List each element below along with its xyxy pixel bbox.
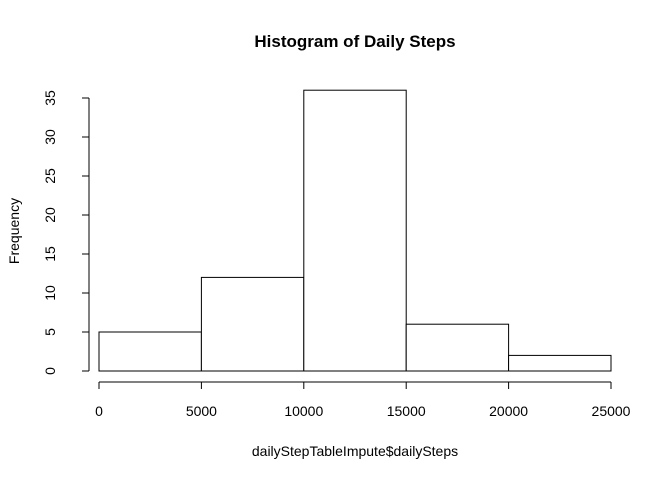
histogram-bar-4 xyxy=(508,354,612,372)
x-tick-label-2: 10000 xyxy=(284,403,323,419)
y-tick-label-6: 30 xyxy=(42,129,58,145)
bars-group xyxy=(98,89,612,372)
y-tick-label-7: 35 xyxy=(42,90,58,106)
histogram-bar-2 xyxy=(303,89,407,372)
y-tick-label-2: 10 xyxy=(42,285,58,301)
y-axis: 0 5 10 15 20 25 30 35 xyxy=(42,90,90,375)
y-axis-label: Frequency xyxy=(6,198,22,264)
y-tick-label-3: 15 xyxy=(42,246,58,262)
x-tick-label-3: 15000 xyxy=(387,403,426,419)
histogram-bar-0 xyxy=(98,331,202,372)
x-tick-label-0: 0 xyxy=(95,403,103,419)
x-axis: 0 5000 10000 15000 20000 25000 xyxy=(95,381,631,419)
x-tick-label-4: 20000 xyxy=(489,403,528,419)
y-tick-label-0: 0 xyxy=(42,367,58,375)
x-tick-label-1: 5000 xyxy=(186,403,217,419)
x-tick-label-5: 25000 xyxy=(592,403,631,419)
y-tick-label-5: 25 xyxy=(42,168,58,184)
chart-title: Histogram of Daily Steps xyxy=(254,32,455,51)
histogram-bar-1 xyxy=(200,276,305,372)
x-axis-label: dailyStepTableImpute$dailySteps xyxy=(252,443,458,459)
histogram-bar-3 xyxy=(405,323,510,372)
y-tick-label-1: 5 xyxy=(42,328,58,336)
y-tick-label-4: 20 xyxy=(42,207,58,223)
